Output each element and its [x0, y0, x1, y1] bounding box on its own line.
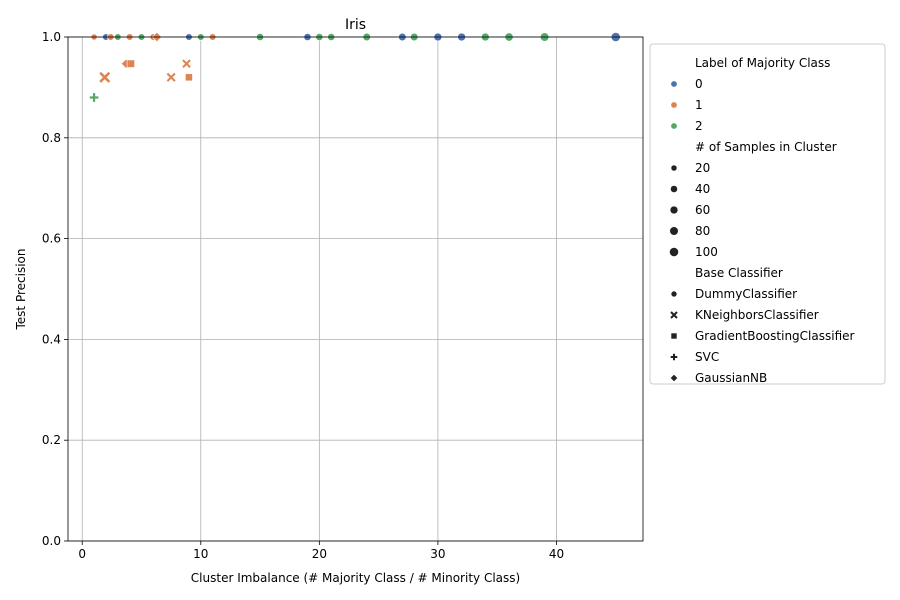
- x-tick-label: 30: [430, 547, 445, 561]
- legend-marker-swatch: [670, 290, 678, 298]
- legend-item-label: 40: [695, 182, 710, 196]
- legend-item-label: 80: [695, 224, 710, 238]
- legend-item-label: KNeighborsClassifier: [695, 308, 819, 322]
- legend-size-swatch: [669, 247, 679, 257]
- legend-item-label: 100: [695, 245, 718, 259]
- grid-lines: [68, 36, 643, 542]
- legend-item-label: 1: [695, 98, 703, 112]
- plot-area-frame: [67, 36, 644, 542]
- legend-item-label: 20: [695, 161, 710, 175]
- legend-item-label: GradientBoostingClassifier: [695, 329, 855, 343]
- legend-item-label: 0: [695, 77, 703, 91]
- legend: Label of Majority Class 0 1 2 # of Samples i…: [649, 43, 886, 385]
- legend-size-swatch: [669, 226, 679, 236]
- legend-marker-swatch: [670, 332, 678, 340]
- y-tick-label: 0.0: [42, 534, 61, 548]
- legend-box: [649, 43, 886, 385]
- data-point: [89, 93, 99, 102]
- legend-item-label: 2: [695, 119, 703, 133]
- data-point: [126, 59, 135, 68]
- x-tick-label: 20: [312, 547, 327, 561]
- legend-size-swatch: [669, 205, 679, 215]
- y-tick-label: 1.0: [42, 30, 61, 44]
- y-tick-label: 0.4: [42, 332, 61, 346]
- y-tick-label: 0.2: [42, 433, 61, 447]
- x-tick-label: 10: [193, 547, 208, 561]
- y-tick-label: 0.6: [42, 232, 61, 246]
- chart-title: Iris: [345, 17, 366, 33]
- legend-item-label: 60: [695, 203, 710, 217]
- data-point: [99, 71, 111, 83]
- x-tick-label: 40: [549, 547, 564, 561]
- legend-color-swatch: [670, 101, 678, 109]
- legend-item-label: DummyClassifier: [695, 287, 797, 301]
- legend-size-swatch: [670, 185, 678, 193]
- legend-section-title: Label of Majority Class: [695, 56, 830, 70]
- y-axis-label: Test Precision: [14, 249, 28, 331]
- data-points: [89, 31, 621, 102]
- x-tick-label: 0: [78, 547, 86, 561]
- x-axis-label: Cluster Imbalance (# Majority Class / # …: [191, 571, 520, 585]
- legend-item-label: SVC: [695, 350, 719, 364]
- y-tick-label: 0.8: [42, 131, 61, 145]
- data-point: [185, 73, 193, 82]
- legend-marker-swatch: [669, 373, 679, 383]
- legend-size-swatch: [670, 164, 678, 172]
- data-point: [166, 72, 176, 82]
- data-point: [182, 59, 191, 68]
- legend-color-swatch: [670, 80, 678, 88]
- legend-item-label: GaussianNB: [695, 371, 767, 385]
- legend-section-title: # of Samples in Cluster: [695, 140, 837, 154]
- legend-section-title: Base Classifier: [695, 266, 783, 280]
- legend-marker-swatch: [670, 311, 678, 319]
- legend-color-swatch: [670, 122, 678, 130]
- legend-marker-swatch: [670, 353, 678, 361]
- axis-ticks: 0 10 20 30 40 0.0 0.2 0.4 0.6 0.8 1.0: [42, 30, 564, 561]
